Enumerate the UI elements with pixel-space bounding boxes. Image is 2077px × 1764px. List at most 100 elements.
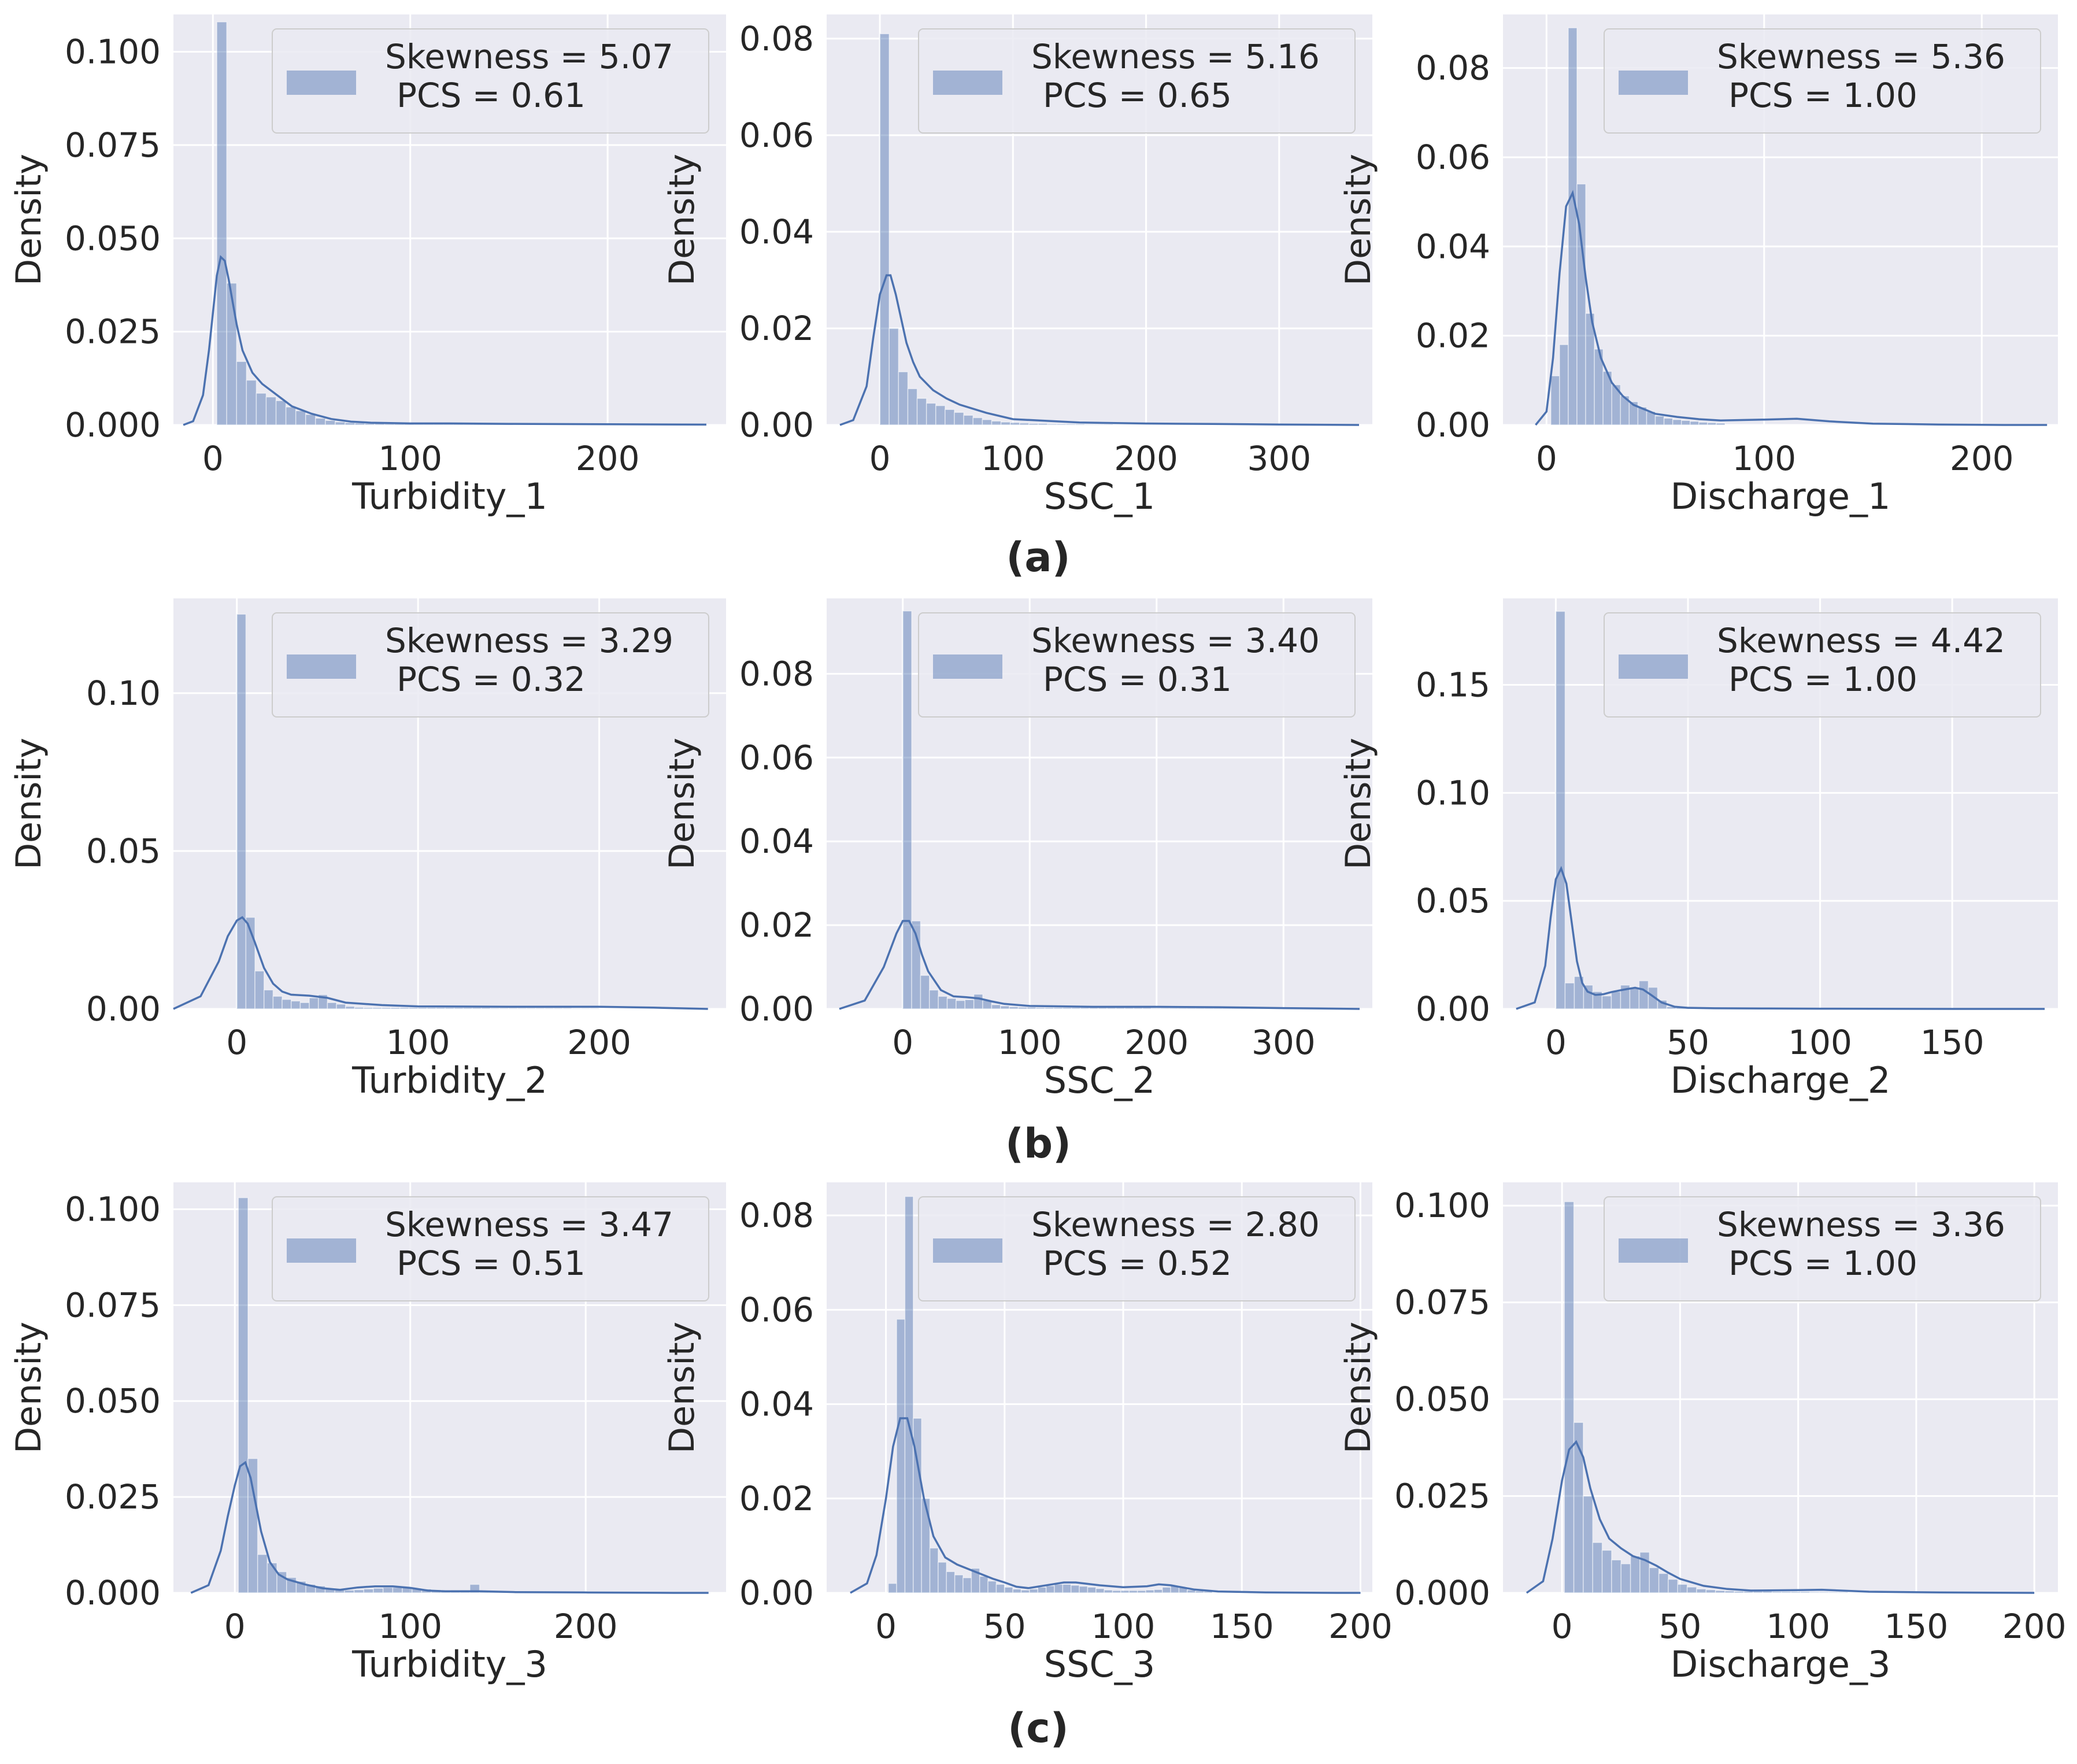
histogram-bar <box>285 406 297 426</box>
histogram-bar <box>1104 1589 1113 1593</box>
y-tick-label: 0.00 <box>739 1573 814 1613</box>
x-tick-label: 100 <box>386 1023 450 1062</box>
histogram-bar <box>1630 1555 1641 1593</box>
histogram-bar <box>290 1000 301 1009</box>
x-axis-label: SSC_1 <box>1044 475 1155 517</box>
histogram-bar <box>390 1007 401 1009</box>
x-tick-label: 200 <box>1114 439 1178 478</box>
y-tick-label: 0.100 <box>1394 1186 1490 1225</box>
histogram-bar <box>354 423 365 426</box>
histogram-bar <box>1047 423 1058 426</box>
legend-label-skewness: Skewness = 3.29 <box>385 621 673 660</box>
histogram-bar <box>1153 1589 1163 1593</box>
histogram-bar <box>1715 1590 1726 1593</box>
histogram-bar <box>1638 980 1649 1009</box>
x-tick-label: 0 <box>1545 1023 1567 1062</box>
legend-label-pcs: PCS = 0.32 <box>397 660 586 699</box>
y-tick-label: 0.10 <box>86 674 161 713</box>
histogram-bar <box>1094 424 1104 426</box>
histogram-bar <box>1089 1007 1099 1009</box>
legend-swatch <box>933 1238 1002 1263</box>
histogram-bar <box>315 417 326 426</box>
histogram-bar <box>1044 1007 1054 1009</box>
histogram-bar <box>1168 1007 1179 1009</box>
histogram-bar <box>254 970 265 1009</box>
histogram-bar <box>1559 344 1569 426</box>
panel-discharge-1: 0 100 200 0.00 0.02 0.04 0.06 0.08 Discharge_1 De… <box>1338 14 2058 517</box>
panel-discharge-2: 0 50 100 150 0.00 0.05 0.10 0.15 Discharge_2 Dens… <box>1338 598 2058 1101</box>
histogram-bar <box>266 1562 277 1593</box>
histogram-bar <box>354 1007 364 1009</box>
legend-label-skewness: Skewness = 5.36 <box>1717 37 2005 76</box>
panel-ssc-3: 0 50 100 150 200 0.00 0.02 0.04 0.06 0.08 SSC_3 Den… <box>662 1182 1393 1685</box>
histogram-bar <box>1019 422 1030 426</box>
legend-label-skewness: Skewness = 3.40 <box>1031 621 1320 660</box>
histogram-bar <box>1195 1007 1205 1009</box>
panel-turbidity-3: 0 100 200 0.000 0.025 0.050 0.075 0.100 Turbidit… <box>9 1182 726 1685</box>
x-tick-label: 200 <box>576 439 640 478</box>
legend-swatch <box>1619 654 1688 679</box>
histogram-bar <box>920 975 930 1009</box>
x-axis-label: Turbidity_1 <box>351 475 547 517</box>
x-tick-label: 200 <box>2002 1607 2067 1646</box>
histogram-bar <box>1663 417 1674 426</box>
row-label-a: (a) <box>1006 534 1070 581</box>
y-axis-label: Density <box>1338 738 1379 870</box>
histogram-bar <box>1585 313 1595 426</box>
histogram-bar <box>991 1004 1001 1009</box>
y-tick-label: 0.075 <box>65 125 161 165</box>
x-tick-label: 50 <box>1658 1607 1701 1646</box>
legend-label-skewness: Skewness = 3.47 <box>385 1205 673 1244</box>
histogram-bar <box>256 393 267 426</box>
legend-label-pcs: PCS = 0.51 <box>397 1244 586 1283</box>
histogram-bar <box>1062 1584 1072 1593</box>
legend-box <box>918 1196 1356 1301</box>
histogram-bar <box>1698 421 1708 426</box>
histogram-bar <box>1056 423 1067 426</box>
histogram-bar <box>1124 1007 1135 1009</box>
histogram-bar <box>1771 1591 1782 1593</box>
y-tick-label: 0.100 <box>65 1189 161 1229</box>
histogram-bar <box>946 1571 956 1593</box>
histogram-bar <box>954 412 964 426</box>
histogram-bar <box>580 1008 591 1009</box>
legend-box <box>918 28 1356 134</box>
histogram-bar <box>499 1007 509 1009</box>
histogram-bar <box>929 989 939 1009</box>
histogram-bar <box>1017 1007 1028 1009</box>
y-tick-label: 0.04 <box>1416 227 1490 266</box>
histogram-bar <box>526 1007 536 1009</box>
histogram-bar <box>257 1554 268 1593</box>
histogram-bar <box>964 999 975 1009</box>
histogram-bar <box>282 999 292 1009</box>
histogram-bar <box>1686 1587 1697 1593</box>
histogram-bar <box>299 1002 310 1009</box>
histogram-bar <box>938 1562 947 1593</box>
histogram-bar <box>246 379 257 426</box>
histogram-bar <box>963 415 974 426</box>
y-axis-label: Density <box>662 154 702 286</box>
panel-turbidity-2: 0 100 200 0.00 0.05 0.10 Turbidity_2 Density Ske… <box>9 598 726 1101</box>
histogram-bar <box>305 414 316 426</box>
histogram-bar <box>1035 1007 1046 1009</box>
histogram-bar <box>879 33 890 426</box>
histogram-bar <box>1053 1007 1064 1009</box>
x-tick-label: 150 <box>1885 1607 1949 1646</box>
histogram-bar <box>372 1007 383 1009</box>
x-axis-label: Discharge_2 <box>1671 1059 1891 1101</box>
histogram-bar <box>1555 611 1566 1009</box>
histogram-bar <box>1054 1584 1064 1593</box>
histogram-bar <box>544 1007 554 1009</box>
histogram-bar <box>1601 1549 1612 1593</box>
histogram-bar <box>935 405 946 426</box>
histogram-bar <box>995 1584 1005 1593</box>
histogram-bar <box>336 1004 346 1009</box>
legend-box <box>1604 1196 2041 1301</box>
y-tick-label: 0.04 <box>739 1385 814 1424</box>
x-tick-label: 0 <box>892 1023 913 1062</box>
legend-label-pcs: PCS = 0.31 <box>1043 660 1232 699</box>
row-label-c: (c) <box>1008 1704 1068 1752</box>
y-tick-label: 0.10 <box>1416 773 1490 812</box>
x-axis-label: SSC_2 <box>1044 1059 1155 1101</box>
histogram-bar <box>517 1007 527 1009</box>
